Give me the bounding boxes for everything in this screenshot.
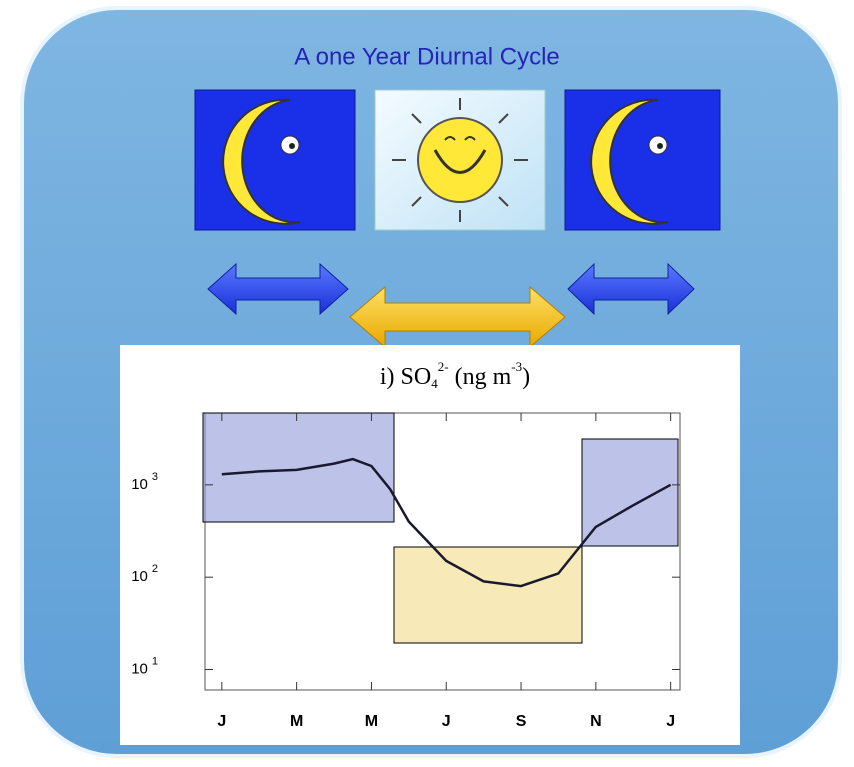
y-tick-exponent: 2 bbox=[152, 563, 158, 575]
day-box bbox=[394, 547, 582, 643]
night-box bbox=[582, 439, 678, 546]
title-part: ) bbox=[522, 364, 530, 390]
title-part: (ng m bbox=[449, 364, 512, 390]
slide: A one Year Diurnal Cycle i) SO42- (ng m-… bbox=[0, 0, 854, 762]
x-tick-label: N bbox=[590, 713, 602, 730]
y-tick-base: 10 bbox=[131, 476, 148, 493]
x-tick-label: M bbox=[365, 713, 378, 730]
x-tick-label: M bbox=[290, 713, 303, 730]
y-tick-exponent: 1 bbox=[152, 655, 158, 667]
moon-icon bbox=[195, 90, 355, 230]
x-tick-label: S bbox=[516, 713, 527, 730]
moon-icon bbox=[565, 90, 720, 230]
title-part: -3 bbox=[511, 359, 522, 374]
x-tick-label: J bbox=[217, 713, 226, 730]
title-part: 2- bbox=[438, 359, 449, 374]
chart-title: i) SO42- (ng m-3) bbox=[380, 359, 530, 391]
title-part: 4 bbox=[431, 376, 438, 391]
y-tick-exponent: 3 bbox=[152, 471, 158, 483]
y-tick-base: 10 bbox=[131, 568, 148, 585]
slide-title: A one Year Diurnal Cycle bbox=[294, 43, 560, 70]
x-tick-label: J bbox=[442, 713, 451, 730]
slide-graphic: A one Year Diurnal Cycle i) SO42- (ng m-… bbox=[0, 0, 854, 762]
title-part: i) SO bbox=[380, 364, 431, 390]
night-box bbox=[203, 413, 394, 522]
x-tick-label: J bbox=[666, 713, 675, 730]
sun-icon bbox=[375, 90, 545, 230]
y-tick-base: 10 bbox=[131, 660, 148, 677]
